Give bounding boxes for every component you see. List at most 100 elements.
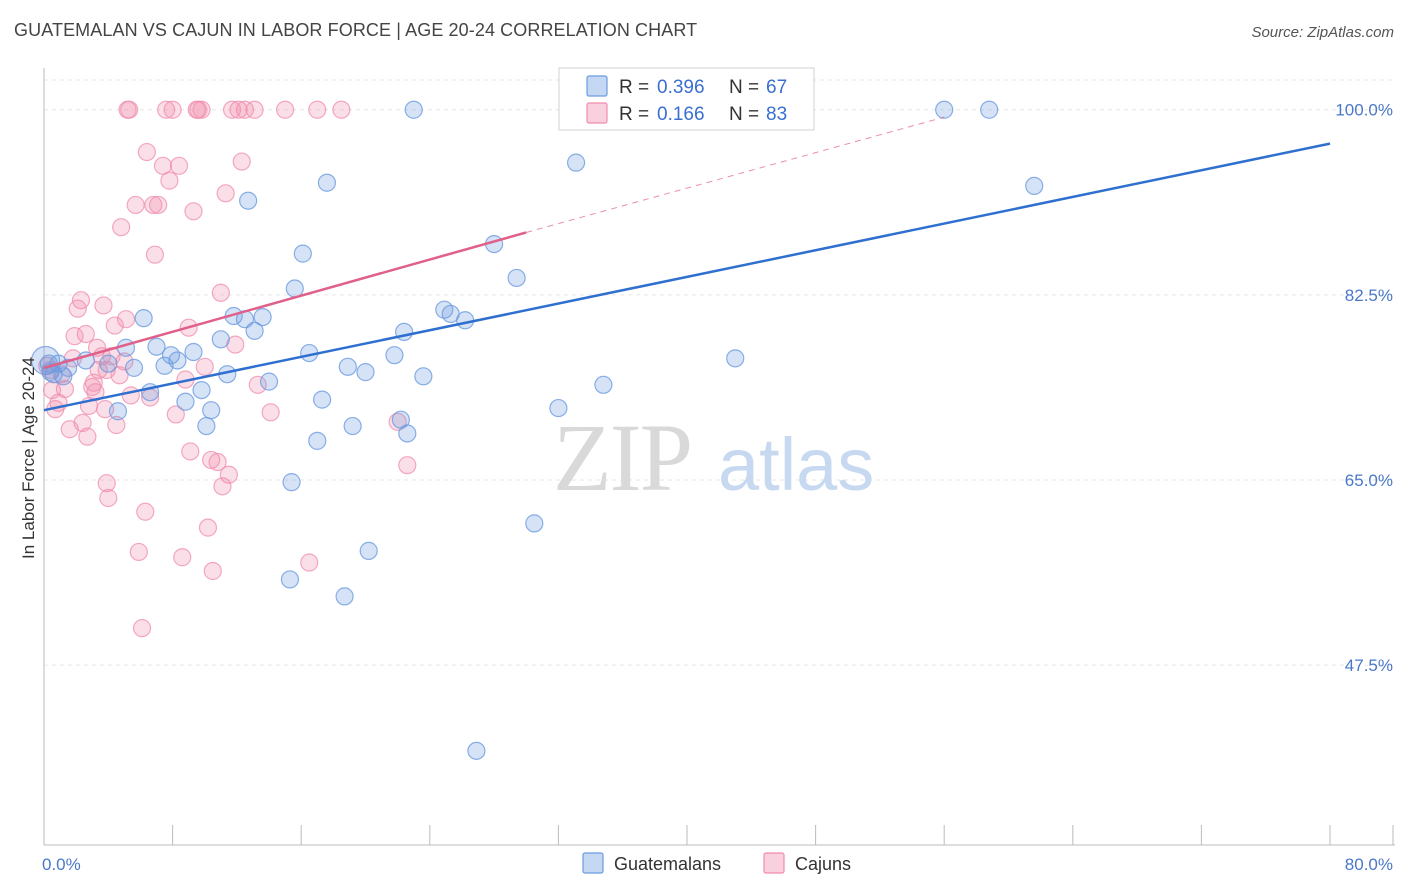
x-tick-labels: 0.0% 80.0% — [42, 855, 1393, 874]
cajun-point-55 — [181, 442, 200, 461]
cajun-point-82 — [398, 456, 417, 475]
guatemalan-point-57 — [594, 375, 613, 394]
cajun-point-56 — [184, 202, 203, 221]
series-legend: Guatemalans Cajuns — [582, 852, 851, 874]
guatemalan-point-45 — [398, 424, 417, 443]
cajun-point-26 — [99, 488, 118, 508]
guatemalan-point-21 — [202, 401, 221, 420]
cajun-point-39 — [132, 619, 152, 638]
guatemalan-points — [31, 100, 1044, 760]
cajun-trend-extension — [526, 116, 945, 233]
cajun-point-37 — [126, 195, 145, 215]
guatemalan-point-9 — [108, 402, 128, 421]
guatemalan-point-66 — [280, 570, 300, 589]
cajun-point-29 — [107, 415, 126, 435]
source-label: Source: ZipAtlas.com — [1251, 24, 1394, 41]
guatemalan-point-28 — [259, 372, 279, 391]
cajun-point-76 — [261, 403, 280, 422]
cajun-trend-line — [43, 231, 527, 370]
guatemalan-point-56 — [566, 153, 586, 172]
x-tick-label-1: 80.0% — [1345, 855, 1393, 874]
guatemalan-point-35 — [312, 390, 332, 409]
cajun-point-35 — [120, 100, 139, 119]
guatemalan-point-55 — [549, 398, 568, 418]
cajun-point-43 — [144, 195, 163, 215]
guatemalan-trend-line — [43, 142, 1331, 412]
guatemalan-point-39 — [343, 416, 362, 436]
guatemalan-point-50 — [456, 311, 475, 330]
cajun-point-48 — [160, 171, 179, 190]
cajun-point-60 — [195, 357, 214, 376]
guatemalan-point-63 — [980, 100, 999, 119]
guatemalan-point-13 — [147, 337, 166, 356]
cajun-point-22 — [94, 296, 113, 315]
cajun-point-73 — [235, 100, 255, 119]
legend-r-label-cajun: R = — [619, 104, 649, 125]
legend-n-value-cajun: 83 — [766, 104, 787, 125]
cajun-point-14 — [78, 427, 97, 446]
cajun-point-65 — [211, 283, 230, 302]
cajun-point-63 — [203, 561, 222, 581]
legend-n-label-guatemalan: N = — [729, 77, 759, 98]
cajun-point-12 — [73, 413, 92, 432]
y-tick-label-1: 65.0% — [1345, 471, 1393, 490]
cajun-point-77 — [276, 100, 295, 119]
bottom-legend-label-guatemalans: Guatemalans — [614, 854, 721, 874]
cajun-point-40 — [136, 502, 155, 521]
cajun-point-74 — [245, 100, 264, 119]
guatemalan-point-40 — [356, 363, 375, 382]
watermark-atlas: atlas — [718, 423, 874, 506]
guatemalan-point-30 — [282, 473, 301, 492]
guatemalan-point-36 — [317, 173, 337, 192]
guatemalan-point-38 — [338, 357, 357, 376]
guatemalan-point-10 — [124, 358, 144, 377]
cajun-point-25 — [97, 474, 116, 493]
cajun-point-69 — [222, 100, 242, 119]
cajun-point-71 — [229, 100, 248, 119]
guatemalan-point-7 — [99, 354, 118, 373]
legend-r-value-guatemalan: 0.396 — [657, 77, 705, 98]
guatemalan-point-64 — [1025, 176, 1044, 196]
chart-title: GUATEMALAN VS CAJUN IN LABOR FORCE | AGE… — [14, 20, 698, 40]
trend-lines — [43, 116, 1331, 412]
guatemalan-point-60 — [726, 349, 745, 368]
legend-n-label-cajun: N = — [729, 104, 759, 125]
cajun-point-51 — [169, 156, 189, 175]
guatemalan-point-5 — [59, 358, 78, 377]
guatemalan-point-34 — [308, 431, 327, 450]
guatemalan-point-31 — [285, 279, 304, 298]
guatemalan-point-27 — [253, 307, 272, 327]
guatemalan-point-62 — [935, 100, 954, 119]
guatemalan-point-41 — [359, 541, 378, 560]
guatemalan-point-26 — [245, 321, 264, 340]
guatemalan-point-11 — [134, 309, 153, 328]
cajun-point-28 — [105, 316, 124, 335]
guatemalan-point-20 — [197, 416, 216, 436]
cajun-point-13 — [76, 324, 95, 344]
cajun-point-38 — [129, 542, 148, 562]
guatemalan-point-32 — [293, 244, 312, 263]
cajun-point-41 — [137, 142, 156, 162]
guatemalan-point-29 — [239, 191, 258, 210]
y-tick-labels: 47.5% 65.0% 82.5% 100.0% — [1335, 101, 1393, 675]
cajun-point-72 — [232, 152, 251, 171]
guatemalan-point-37 — [335, 587, 354, 606]
guatemalan-point-4 — [54, 367, 73, 386]
legend-r-label-guatemalan: R = — [619, 77, 649, 98]
guatemalan-point-22 — [211, 330, 230, 349]
cajun-point-68 — [219, 465, 238, 484]
legend-n-value-guatemalan: 67 — [766, 77, 787, 98]
guatemalan-point-42 — [385, 346, 404, 365]
y-tick-label-2: 82.5% — [1345, 286, 1393, 305]
stats-legend: R = 0.396 N = 67 R = 0.166 N = 83 — [558, 67, 815, 131]
bottom-legend-swatch-guatemalans — [582, 852, 604, 874]
guatemalan-point-47 — [414, 367, 433, 386]
bottom-legend-swatch-cajuns — [763, 852, 785, 874]
cajun-point-66 — [213, 477, 232, 496]
guatemalan-point-17 — [176, 392, 195, 411]
cajun-point-11 — [71, 291, 91, 310]
cajun-point-59 — [192, 100, 211, 119]
guatemalan-point-18 — [184, 342, 203, 362]
cajun-point-61 — [198, 518, 218, 537]
